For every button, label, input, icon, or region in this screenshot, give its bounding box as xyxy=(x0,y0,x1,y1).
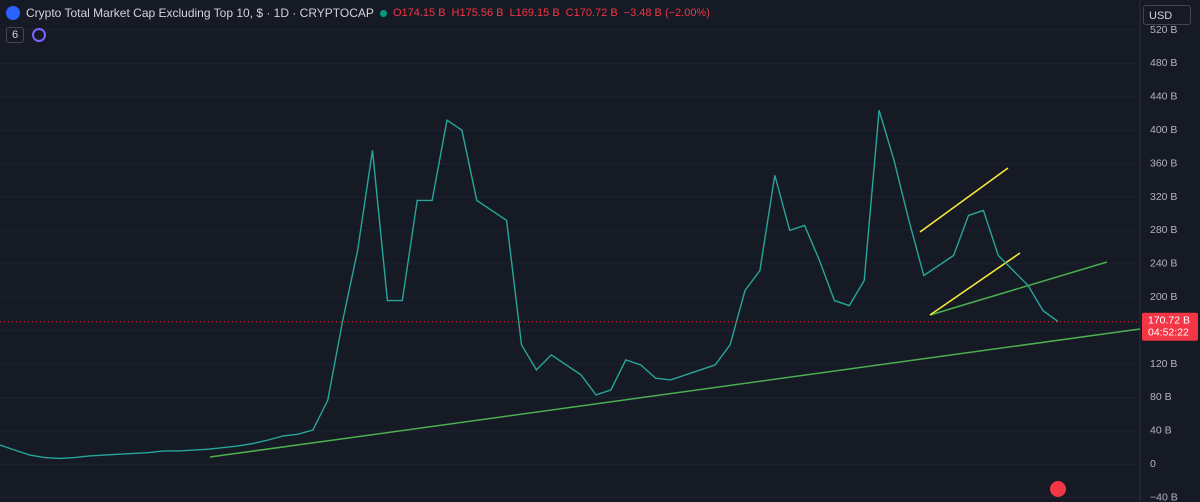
trend-line xyxy=(929,261,1108,316)
close: C170.72 B xyxy=(565,7,618,19)
open: O174.15 B xyxy=(392,7,446,19)
y-tick-label: 0 xyxy=(1150,458,1156,470)
indicators-toggle[interactable]: 6 xyxy=(6,27,25,43)
countdown-label: 04:52:22 xyxy=(1148,326,1189,338)
high: H175.56 B xyxy=(451,7,504,19)
low: L169.15 B xyxy=(509,7,560,19)
trend-line xyxy=(209,328,1141,458)
event-icon[interactable] xyxy=(1050,481,1066,497)
y-tick-label: 520 B xyxy=(1150,24,1177,36)
y-tick-label: 400 B xyxy=(1150,124,1177,136)
y-tick-label: 120 B xyxy=(1150,358,1177,370)
change: −3.48 B (−2.00%) xyxy=(623,7,710,19)
y-tick-label: 80 B xyxy=(1150,391,1172,403)
indicator-icon[interactable] xyxy=(32,28,47,42)
price-line xyxy=(0,110,1059,460)
y-tick-label: −40 B xyxy=(1150,491,1178,502)
y-tick-label: 360 B xyxy=(1150,157,1177,169)
y-tick-label: 440 B xyxy=(1150,91,1177,103)
y-tick-label: 200 B xyxy=(1150,291,1177,303)
price-label: 170.72 B xyxy=(1148,314,1190,326)
symbol-title: Crypto Total Market Cap Excluding Top 10… xyxy=(26,6,374,20)
y-tick-label: 480 B xyxy=(1150,57,1177,69)
channel-line xyxy=(919,167,1009,233)
indicator-bar: 6 xyxy=(6,27,47,43)
y-tick-label: 240 B xyxy=(1150,258,1177,270)
symbol-icon xyxy=(6,6,20,20)
currency-select[interactable]: USD xyxy=(1143,5,1191,25)
y-tick-label: 40 B xyxy=(1150,425,1172,437)
y-tick-label: 280 B xyxy=(1150,224,1177,236)
market-status xyxy=(379,9,387,17)
price-label-box xyxy=(1142,312,1198,341)
header: Crypto Total Market Cap Excluding Top 10… xyxy=(6,6,710,20)
channel-line xyxy=(929,252,1021,316)
y-tick-label: 320 B xyxy=(1150,191,1177,203)
